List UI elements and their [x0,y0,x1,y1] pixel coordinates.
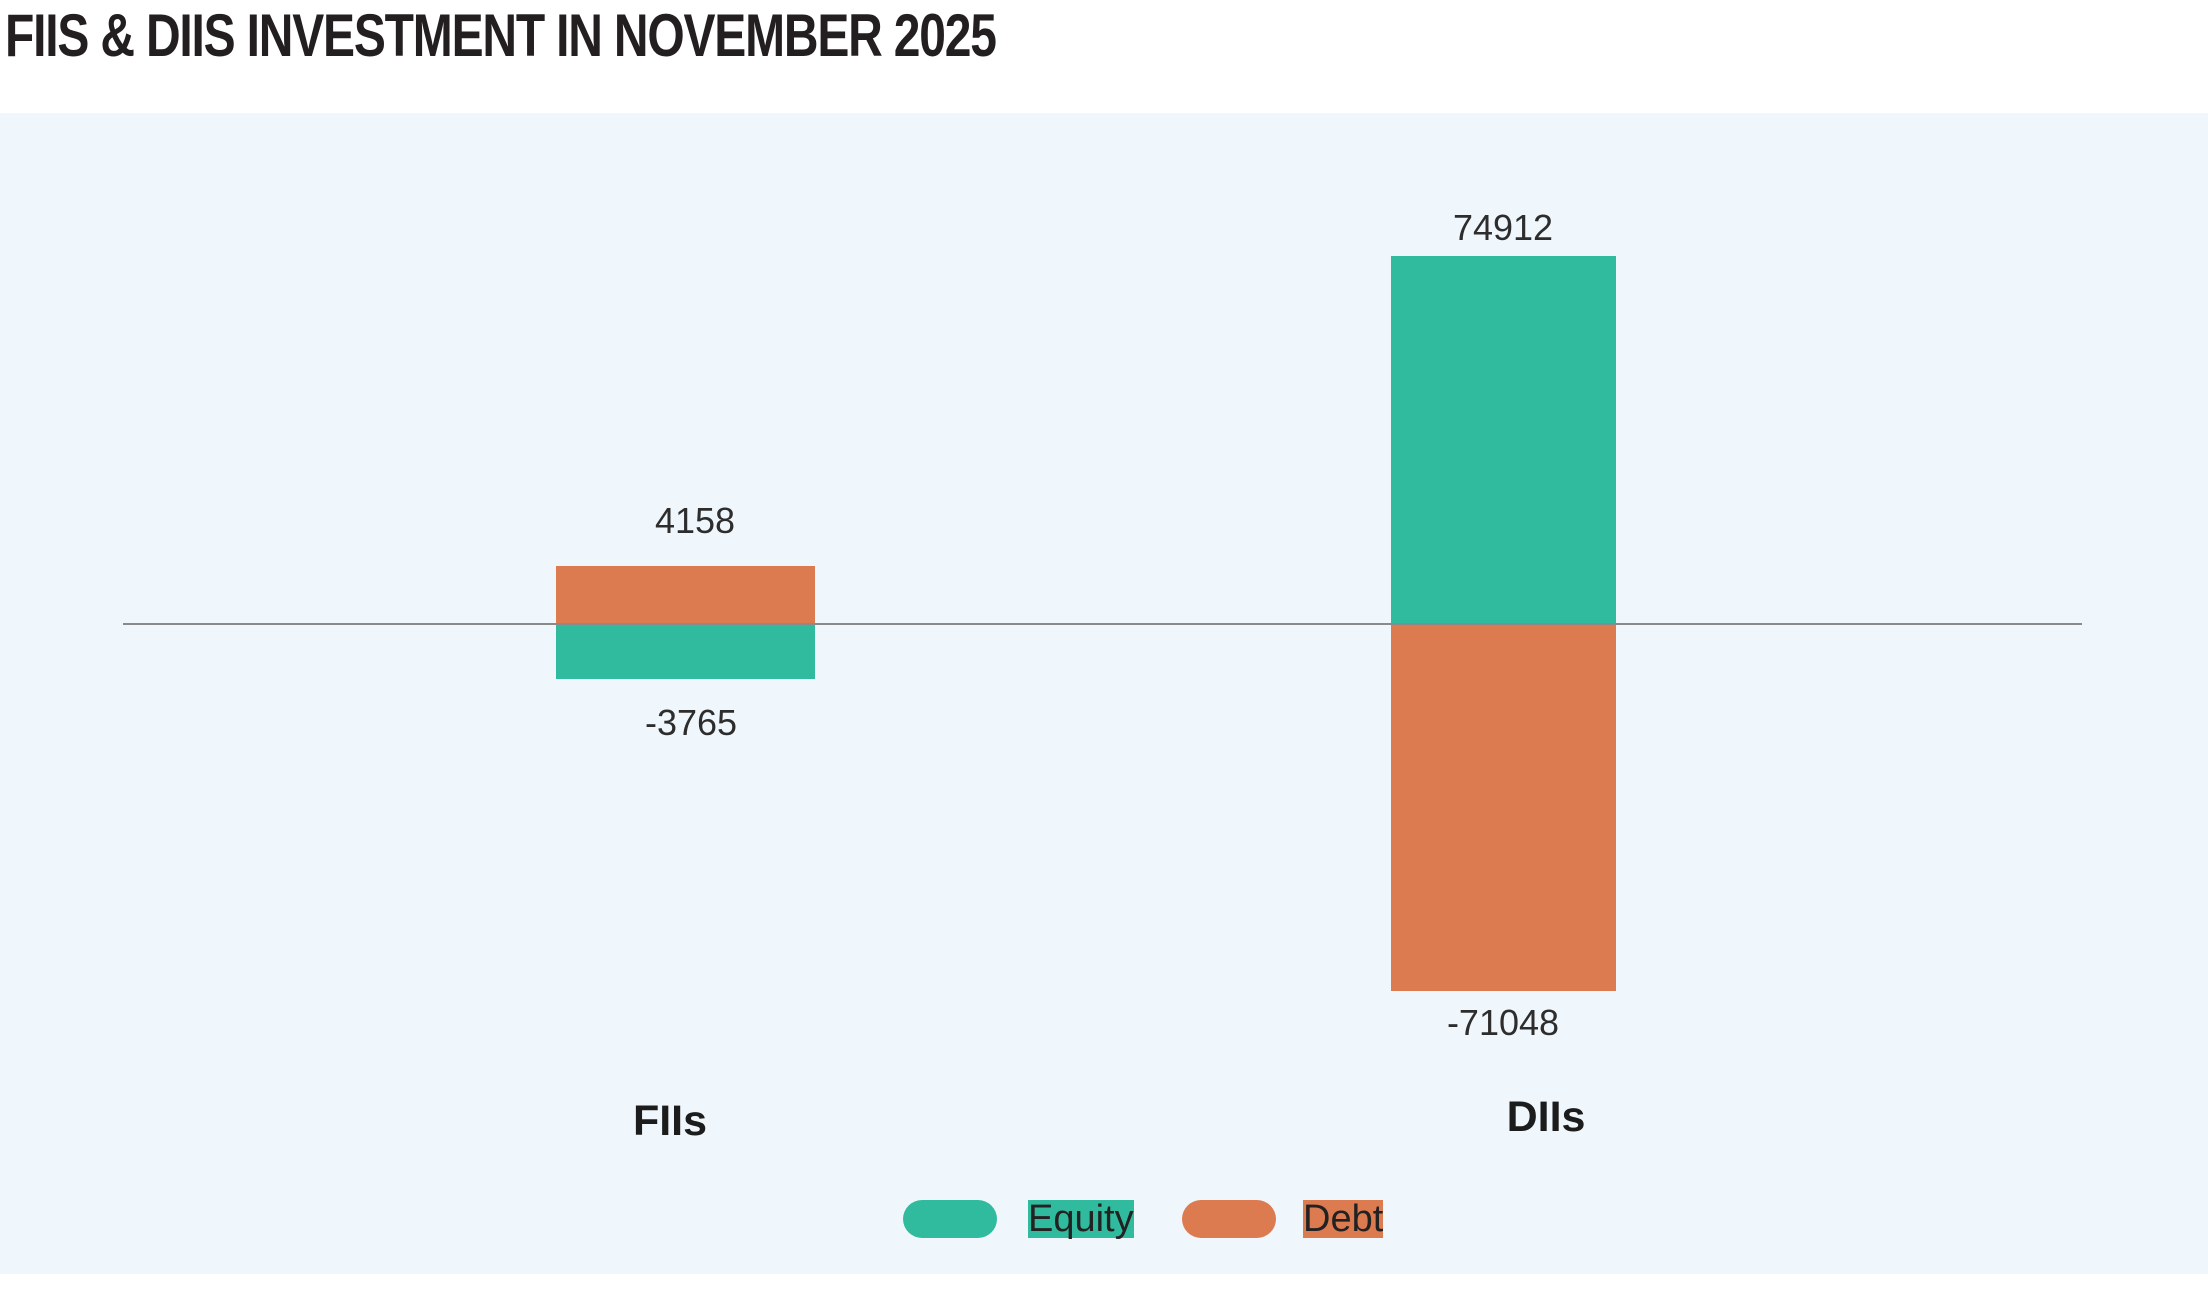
legend-label-debt[interactable]: Debt [1303,1198,1384,1240]
category-label-fiis: FIIs [632,1097,708,1145]
chart-area: 4158 -3765 74912 -71048 FIIs DIIs Equity… [0,113,2208,1274]
value-label-diis-debt: -71048 [1446,1002,1560,1043]
x-axis-line [123,623,2082,625]
value-label-diis-equity: 74912 [1452,207,1554,248]
legend-label-equity[interactable]: Equity [1028,1198,1134,1240]
legend-swatch-equity[interactable] [903,1200,997,1238]
page-title: FIIS & DIIS INVESTMENT IN NOVEMBER 2025 [5,2,997,69]
value-label-fiis-equity: -3765 [644,702,738,743]
legend-swatch-debt[interactable] [1182,1200,1276,1238]
value-label-fiis-debt: 4158 [654,500,736,541]
bar-fiis-debt[interactable] [556,566,815,623]
bar-diis-debt[interactable] [1391,623,1616,991]
bar-diis-equity[interactable] [1391,256,1616,623]
category-label-diis: DIIs [1506,1093,1586,1141]
bar-fiis-equity[interactable] [556,623,815,679]
